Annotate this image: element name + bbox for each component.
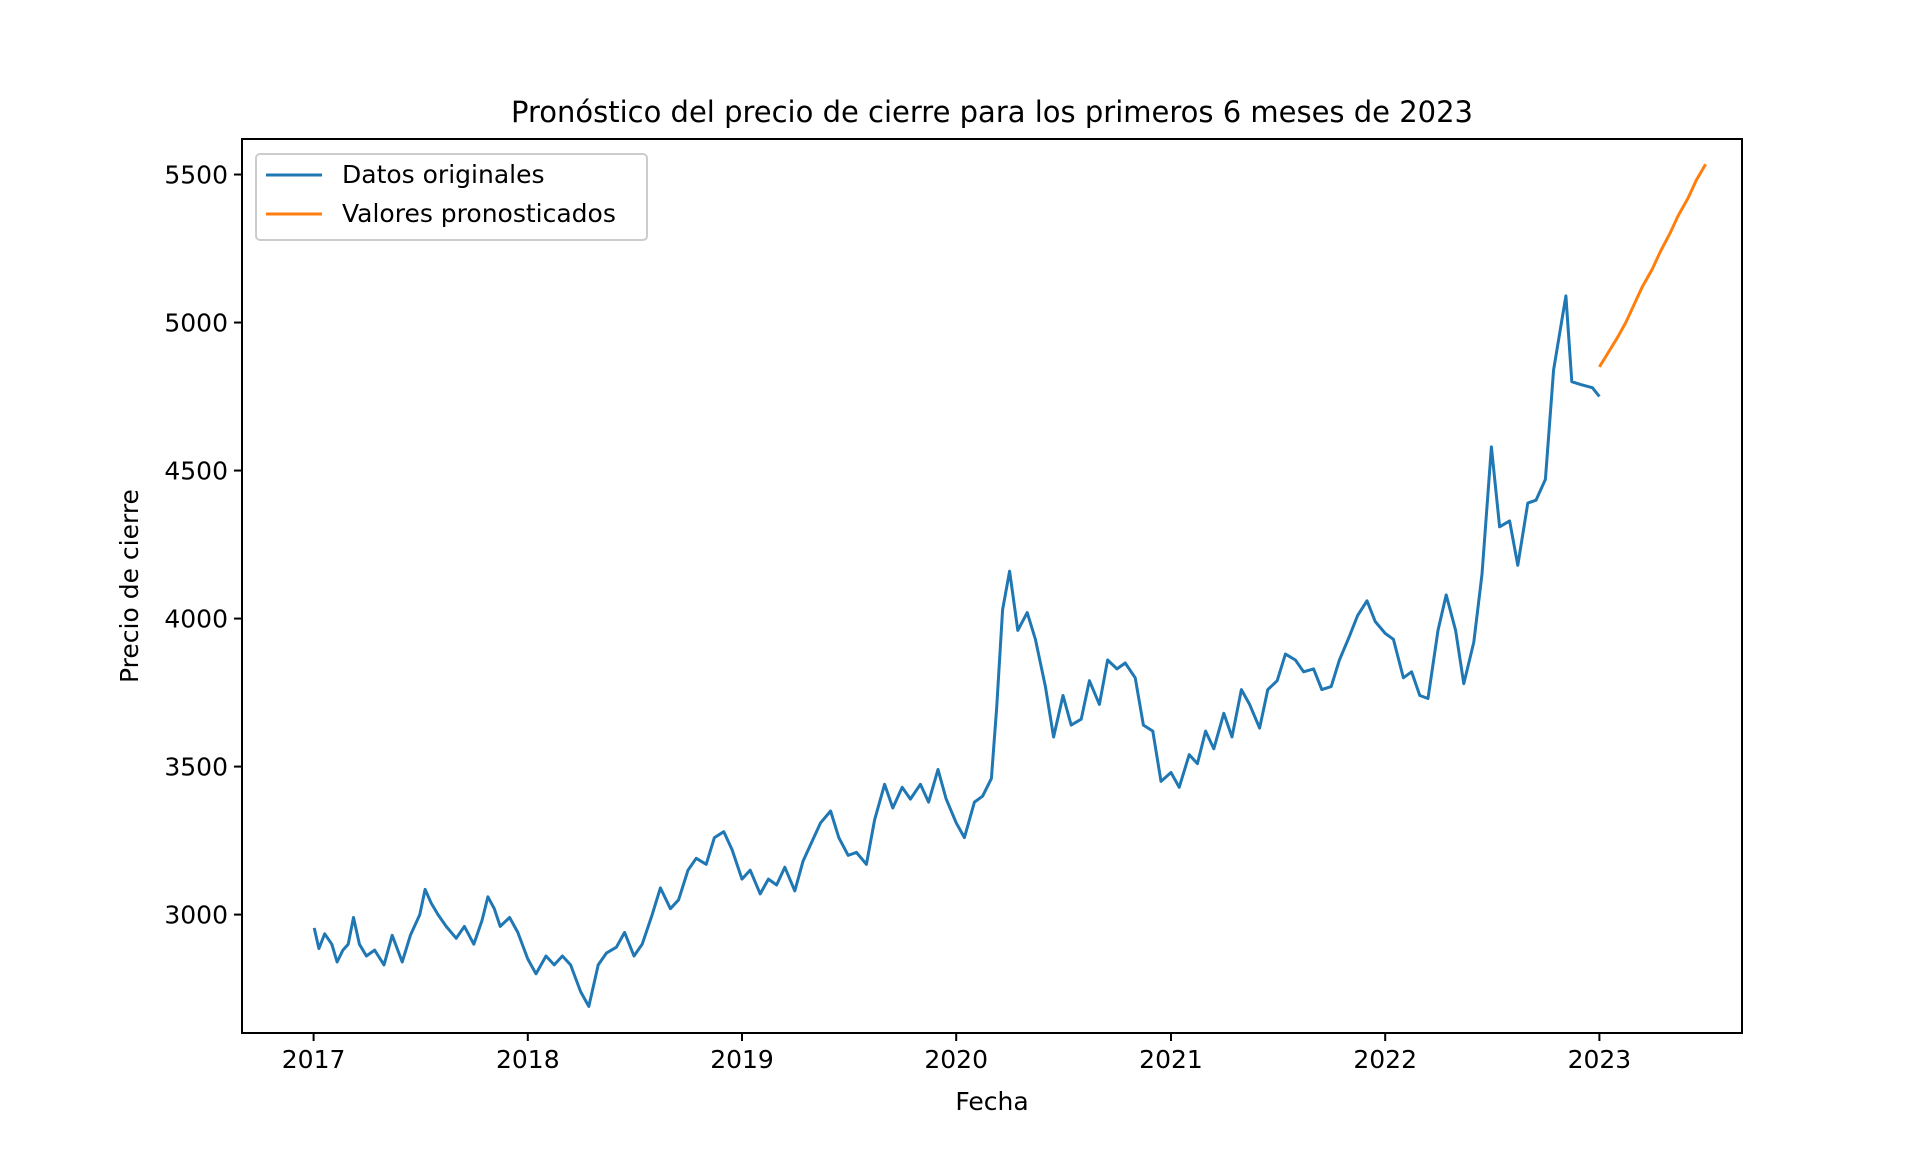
x-tick-label-2021: 2021 — [1139, 1045, 1203, 1074]
y-tick-label-5000: 5000 — [164, 309, 228, 338]
x-axis-label: Fecha — [955, 1087, 1028, 1116]
legend-label-valores-pronosticados: Valores pronosticados — [342, 199, 616, 228]
plot-frame — [241, 138, 1743, 1034]
y-tick-label-4000: 4000 — [164, 605, 228, 634]
x-tick-label-2018: 2018 — [496, 1045, 560, 1074]
legend: Datos originales Valores pronosticados — [255, 153, 648, 241]
y-tick-label-3000: 3000 — [164, 901, 228, 930]
x-tick-label-2019: 2019 — [710, 1045, 774, 1074]
y-tick-label-3500: 3500 — [164, 753, 228, 782]
legend-box — [255, 153, 648, 241]
x-axis: 2017 2018 2019 2020 2021 2022 2023 — [282, 1033, 1631, 1074]
x-tick-label-2023: 2023 — [1568, 1045, 1632, 1074]
y-tick-label-4500: 4500 — [164, 457, 228, 486]
x-tick-label-2020: 2020 — [924, 1045, 988, 1074]
y-axis: 3000 3500 4000 4500 5000 5500 — [164, 161, 242, 930]
y-axis-label: Precio de cierre — [115, 489, 144, 683]
x-tick-label-2022: 2022 — [1353, 1045, 1417, 1074]
y-tick-label-5500: 5500 — [164, 161, 228, 190]
series-line-valores-pronosticados — [1598, 163, 1707, 368]
series-line-datos-originales — [312, 294, 1601, 1008]
legend-label-datos-originales: Datos originales — [342, 160, 545, 189]
plot-lines — [312, 163, 1707, 1008]
chart-title: Pronóstico del precio de cierre para los… — [511, 95, 1473, 129]
x-tick-label-2017: 2017 — [282, 1045, 346, 1074]
